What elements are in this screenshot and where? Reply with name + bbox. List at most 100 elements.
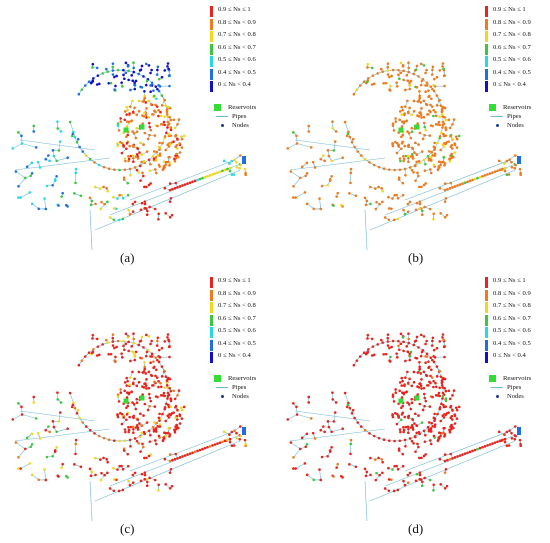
node-marker — [17, 402, 20, 405]
node-marker — [126, 336, 130, 339]
node-marker — [341, 156, 344, 160]
node-marker — [414, 339, 418, 343]
node-marker — [412, 380, 416, 384]
node-marker — [402, 120, 406, 124]
ns-legend-c: 0.9 ≤ Ns ≤ 1 0.8 ≤ Ns < 0.9 0.7 ≤ Ns < 0.8… — [210, 276, 274, 364]
node-marker — [139, 68, 143, 72]
pipe-segment — [58, 141, 61, 151]
node-marker — [510, 436, 514, 440]
node-marker — [381, 460, 384, 464]
node-marker — [418, 206, 422, 210]
node-marker — [106, 460, 109, 464]
node-marker — [444, 126, 448, 129]
node-marker — [403, 383, 406, 386]
node-marker — [146, 408, 150, 412]
node-marker — [128, 212, 132, 216]
node-marker — [331, 398, 335, 401]
node-marker — [443, 453, 447, 456]
node-marker — [228, 169, 232, 173]
node-marker — [137, 442, 140, 445]
node-marker — [438, 98, 442, 102]
node-marker — [346, 132, 350, 136]
node-marker — [178, 413, 181, 416]
node-marker — [408, 166, 412, 169]
node-marker — [238, 154, 242, 157]
node-marker — [401, 193, 405, 197]
node-marker — [57, 420, 61, 423]
node-marker — [112, 168, 116, 171]
node-marker — [17, 455, 20, 459]
node-marker — [174, 452, 177, 456]
node-marker — [51, 454, 54, 458]
legend-symbol-item: Reservoirs — [487, 374, 550, 383]
node-marker — [372, 82, 376, 86]
node-marker — [131, 210, 135, 213]
node-marker — [147, 64, 151, 67]
node-marker — [333, 411, 337, 414]
node-marker — [387, 489, 391, 493]
node-marker — [437, 436, 441, 439]
node-marker — [432, 385, 435, 389]
node-marker — [131, 202, 135, 206]
node-marker — [132, 341, 136, 345]
pipe-symbol — [491, 112, 503, 121]
node-marker — [55, 159, 58, 163]
node-marker — [124, 71, 128, 75]
node-marker — [155, 368, 158, 372]
node-marker — [43, 468, 46, 471]
node-marker — [157, 434, 161, 438]
node-marker — [414, 479, 418, 483]
node-marker — [133, 352, 136, 356]
node-marker — [208, 445, 212, 448]
pipe-segment — [344, 121, 349, 133]
legend-class-label: 0.8 ≤ Ns < 0.9 — [218, 289, 256, 297]
node-marker — [135, 126, 139, 130]
node-marker — [222, 159, 226, 163]
node-marker — [228, 166, 232, 170]
node-marker — [76, 137, 80, 141]
node-marker — [61, 462, 64, 466]
node-marker — [440, 381, 444, 385]
node-marker — [348, 406, 352, 410]
node-marker — [138, 151, 141, 154]
node-marker — [408, 200, 412, 204]
node-marker — [235, 160, 238, 164]
node-marker — [126, 452, 130, 456]
node-marker — [402, 159, 405, 163]
node-marker — [448, 126, 452, 130]
node-marker — [155, 105, 159, 108]
node-marker — [111, 65, 115, 69]
node-marker — [400, 406, 403, 410]
legend-class-label: 0.5 ≤ Ns < 0.6 — [493, 56, 531, 63]
node-marker — [68, 120, 72, 124]
node-marker — [404, 105, 407, 108]
node-marker — [163, 115, 166, 119]
node-marker — [443, 200, 447, 203]
legend-symbol-item: Nodes — [491, 392, 550, 401]
node-marker — [427, 360, 430, 363]
node-marker — [87, 351, 91, 355]
node-marker — [95, 354, 99, 357]
node-marker — [440, 113, 444, 116]
node-marker — [235, 431, 238, 435]
node-marker — [387, 439, 391, 442]
node-marker — [452, 389, 456, 392]
node-marker — [142, 174, 145, 178]
node-marker — [148, 125, 152, 129]
node-marker — [481, 445, 484, 449]
node-marker — [319, 207, 323, 211]
node-marker — [416, 122, 419, 125]
node-marker — [148, 133, 151, 137]
node-marker — [143, 94, 146, 98]
node-marker — [434, 385, 438, 389]
node-marker — [44, 428, 48, 432]
node-marker — [422, 429, 426, 433]
node-marker — [115, 207, 118, 211]
node-marker — [128, 112, 131, 115]
node-marker — [330, 159, 333, 163]
node-marker — [55, 445, 58, 449]
node-marker — [305, 161, 309, 165]
node-marker — [163, 69, 167, 72]
node-marker — [510, 431, 513, 435]
node-marker — [123, 428, 127, 431]
